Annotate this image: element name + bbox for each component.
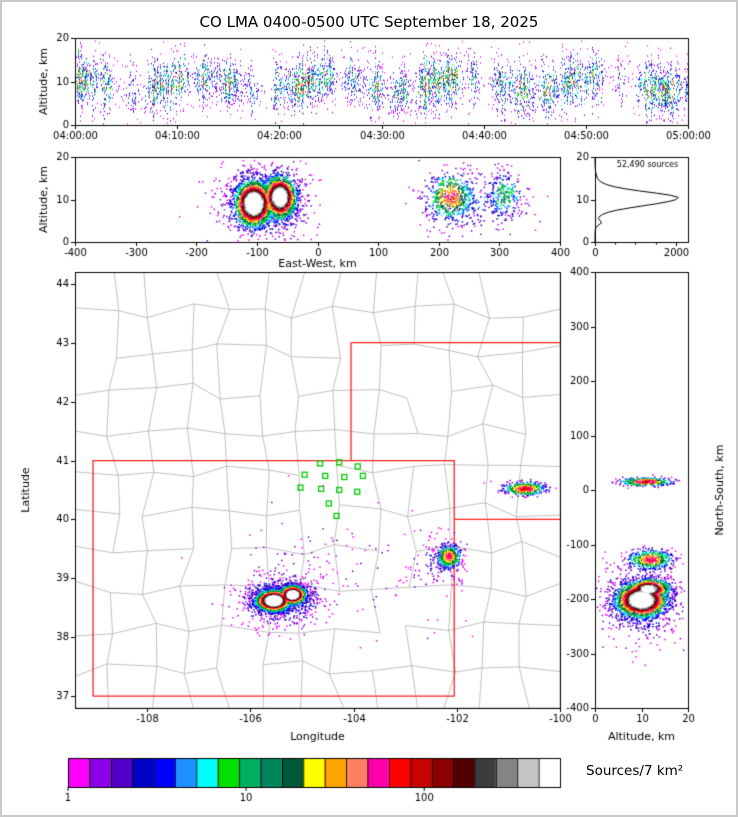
map-panel (0, 262, 580, 748)
figure-title: CO LMA 0400-0500 UTC September 18, 2025 (199, 13, 539, 31)
time-altitude-panel (0, 28, 738, 150)
colorbar (0, 748, 738, 817)
north-south-altitude-panel (560, 262, 738, 748)
east-west-altitude-panel (0, 150, 580, 273)
altitude-histogram-panel (560, 150, 738, 273)
colorbar-label: Sources/7 km² (586, 763, 684, 779)
